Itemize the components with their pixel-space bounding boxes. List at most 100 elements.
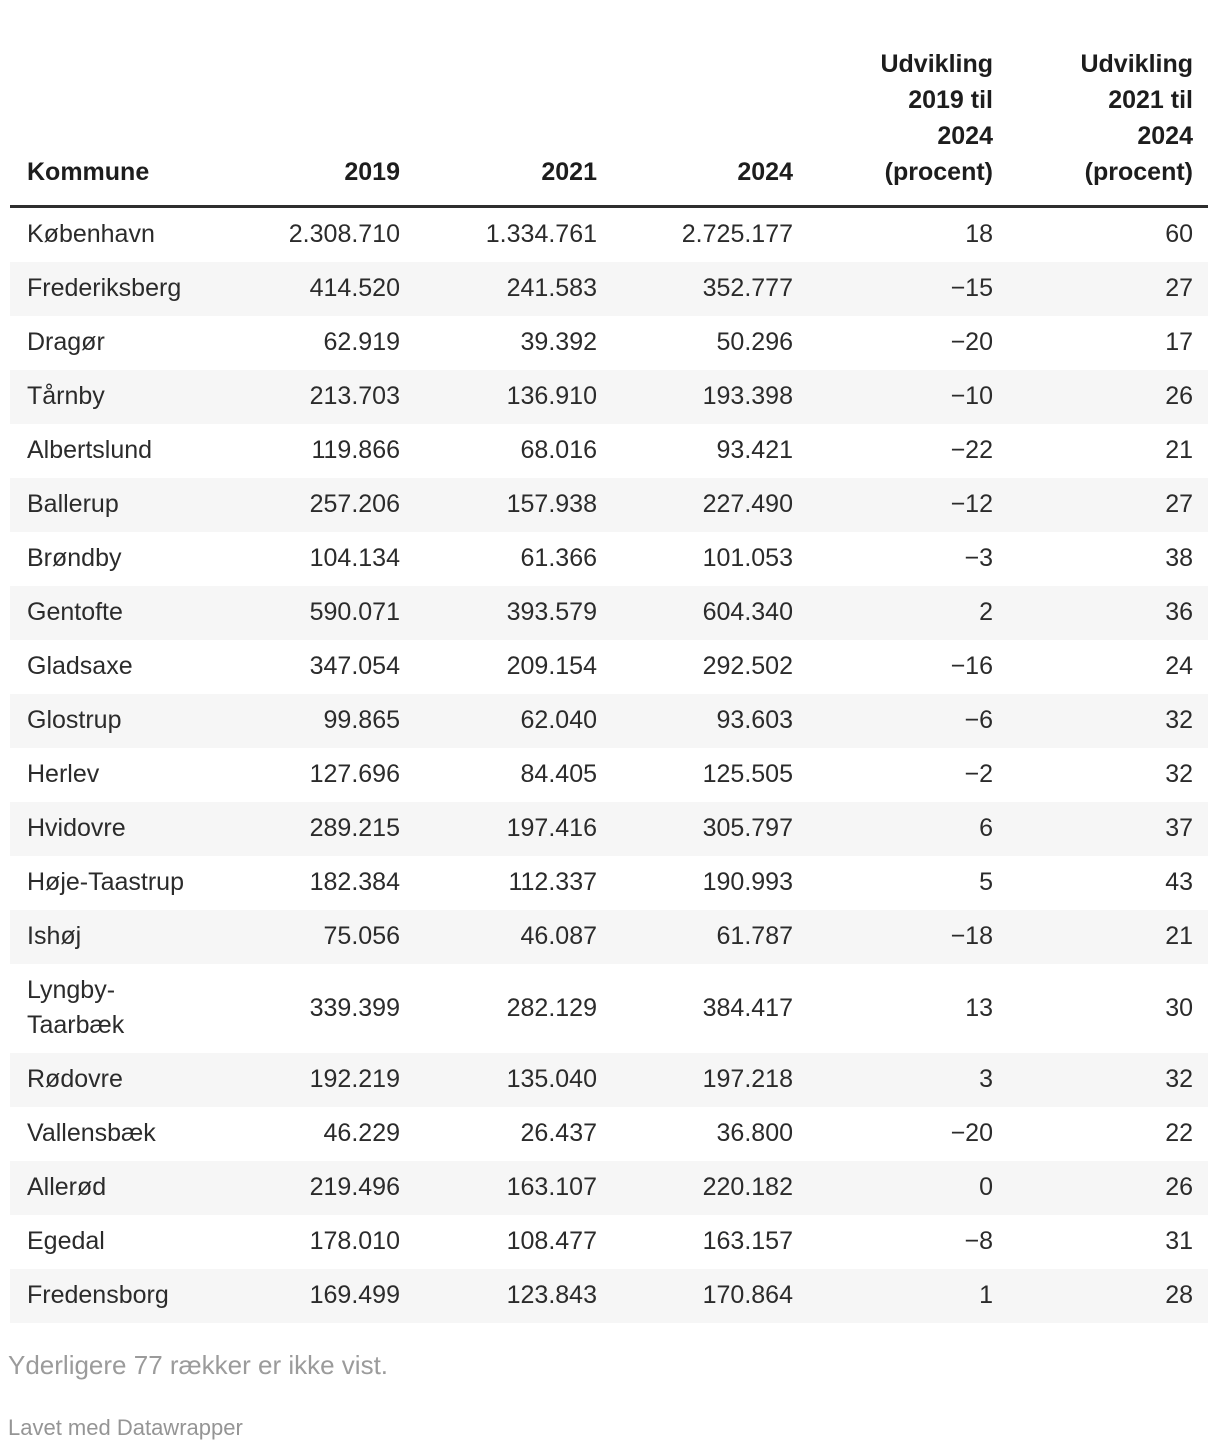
value-cell: 50.296	[716, 328, 793, 356]
value-cell: 68.016	[520, 436, 597, 464]
value-cell: 136.910	[506, 382, 597, 410]
value-cell: 1	[979, 1281, 993, 1309]
value-cell: 119.866	[311, 436, 400, 464]
value-cell: 257.206	[309, 490, 400, 518]
value-cell: 36	[1165, 598, 1193, 626]
kommune-cell: Rødovre	[27, 1065, 123, 1093]
value-cell: 22	[1165, 1119, 1193, 1147]
hidden-rows-note: Yderligere 77 rækker er ikke vist.	[8, 1350, 389, 1380]
value-cell: 6	[979, 814, 993, 842]
column-header-kommune: Kommune	[10, 0, 218, 208]
table-row: Rødovre 192.219 135.040 197.218 3 32	[10, 1053, 1208, 1107]
value-cell: 26	[1165, 1173, 1193, 1201]
table-row: Herlev 127.696 84.405 125.505 −2 32	[10, 748, 1208, 802]
value-cell: 178.010	[309, 1227, 400, 1255]
value-cell: 241.583	[506, 274, 597, 302]
value-cell: 219.496	[309, 1173, 400, 1201]
table-row: Ishøj 75.056 46.087 61.787 −18 21	[10, 910, 1208, 964]
value-cell: −10	[950, 382, 993, 410]
value-cell: 0	[979, 1173, 993, 1201]
value-cell: 99.865	[323, 706, 400, 734]
kommune-table: Kommune 2019 2021 2024 Udvikling 2019 ti…	[10, 0, 1208, 1323]
value-cell: 32	[1165, 1065, 1193, 1093]
kommune-cell: Herlev	[27, 760, 100, 788]
kommune-cell: Ishøj	[27, 922, 82, 950]
value-cell: 46.087	[520, 922, 597, 950]
value-cell: 17	[1165, 328, 1193, 356]
value-cell: 60	[1165, 220, 1193, 248]
header-row: Kommune 2019 2021 2024 Udvikling 2019 ti…	[10, 0, 1208, 208]
kommune-cell: Gladsaxe	[27, 652, 133, 680]
value-cell: 84.405	[520, 760, 597, 788]
datawrapper-table: Kommune 2019 2021 2024 Udvikling 2019 ti…	[10, 0, 1208, 1323]
value-cell: −15	[950, 274, 993, 302]
column-header-2021: 2021	[415, 0, 612, 208]
value-cell: 46.229	[323, 1119, 400, 1147]
value-cell: 339.399	[309, 993, 400, 1022]
value-cell: 157.938	[506, 490, 597, 518]
datawrapper-credit: Lavet med Datawrapper	[8, 1415, 243, 1440]
table-row: Gentofte 590.071 393.579 604.340 2 36	[10, 586, 1208, 640]
table-row: Gladsaxe 347.054 209.154 292.502 −16 24	[10, 640, 1208, 694]
table-row: Glostrup 99.865 62.040 93.603 −6 32	[10, 694, 1208, 748]
value-cell: 2.308.710	[288, 220, 400, 248]
value-cell: 30	[1165, 993, 1193, 1022]
value-cell: 384.417	[702, 993, 793, 1022]
value-cell: 127.696	[309, 760, 400, 788]
table-row: Allerød 219.496 163.107 220.182 0 26	[10, 1161, 1208, 1215]
value-cell: −18	[950, 922, 993, 950]
value-cell: 108.477	[506, 1227, 597, 1255]
value-cell: −8	[964, 1227, 993, 1255]
table-row: Albertslund 119.866 68.016 93.421 −22 21	[10, 424, 1208, 478]
table-row: Lyngby-Taarbæk 339.399 282.129 384.417 13 30	[10, 964, 1208, 1053]
value-cell: 170.864	[702, 1281, 793, 1309]
value-cell: 292.502	[702, 652, 793, 680]
value-cell: 220.182	[702, 1173, 793, 1201]
value-cell: −16	[950, 652, 993, 680]
kommune-cell: Tårnby	[27, 382, 105, 410]
value-cell: 163.157	[702, 1227, 793, 1255]
kommune-cell: Brøndby	[27, 544, 122, 572]
value-cell: 5	[979, 868, 993, 896]
table-row: Vallensbæk 46.229 26.437 36.800 −20 22	[10, 1107, 1208, 1161]
value-cell: 2.725.177	[681, 220, 793, 248]
value-cell: 227.490	[702, 490, 793, 518]
value-cell: −3	[964, 544, 993, 572]
kommune-cell: Frederiksberg	[27, 274, 182, 302]
value-cell: 193.398	[702, 382, 793, 410]
value-cell: 197.416	[506, 814, 597, 842]
value-cell: 93.603	[716, 706, 793, 734]
value-cell: 27	[1165, 490, 1193, 518]
table-row: Frederiksberg 414.520 241.583 352.777 −15 27	[10, 262, 1208, 316]
kommune-cell: Glostrup	[27, 706, 122, 734]
table-row: Ballerup 257.206 157.938 227.490 −12 27	[10, 478, 1208, 532]
table-row: Dragør 62.919 39.392 50.296 −20 17	[10, 316, 1208, 370]
value-cell: 414.520	[309, 274, 400, 302]
value-cell: 62.919	[323, 328, 400, 356]
value-cell: 125.505	[702, 760, 793, 788]
kommune-cell: Egedal	[27, 1227, 105, 1255]
value-cell: 36.800	[716, 1119, 793, 1147]
value-cell: 21	[1165, 436, 1193, 464]
value-cell: 28	[1165, 1281, 1193, 1309]
kommune-cell: Høje-Taastrup	[27, 868, 184, 896]
value-cell: 31	[1165, 1227, 1193, 1255]
value-cell: 604.340	[702, 598, 793, 626]
value-cell: 1.334.761	[485, 220, 597, 248]
value-cell: 39.392	[520, 328, 597, 356]
kommune-cell: København	[27, 220, 155, 248]
value-cell: 26.437	[520, 1119, 597, 1147]
value-cell: 61.787	[716, 922, 793, 950]
value-cell: 104.134	[309, 544, 400, 572]
value-cell: 62.040	[520, 706, 597, 734]
value-cell: 21	[1165, 922, 1193, 950]
value-cell: 32	[1165, 706, 1193, 734]
value-cell: −6	[964, 706, 993, 734]
kommune-cell: Gentofte	[27, 598, 123, 626]
value-cell: 393.579	[506, 598, 597, 626]
value-cell: 3	[979, 1065, 993, 1093]
value-cell: 135.040	[506, 1065, 597, 1093]
kommune-cell: Allerød	[27, 1173, 107, 1201]
table-row: Høje-Taastrup 182.384 112.337 190.993 5 43	[10, 856, 1208, 910]
column-header-2019: 2019	[218, 0, 415, 208]
